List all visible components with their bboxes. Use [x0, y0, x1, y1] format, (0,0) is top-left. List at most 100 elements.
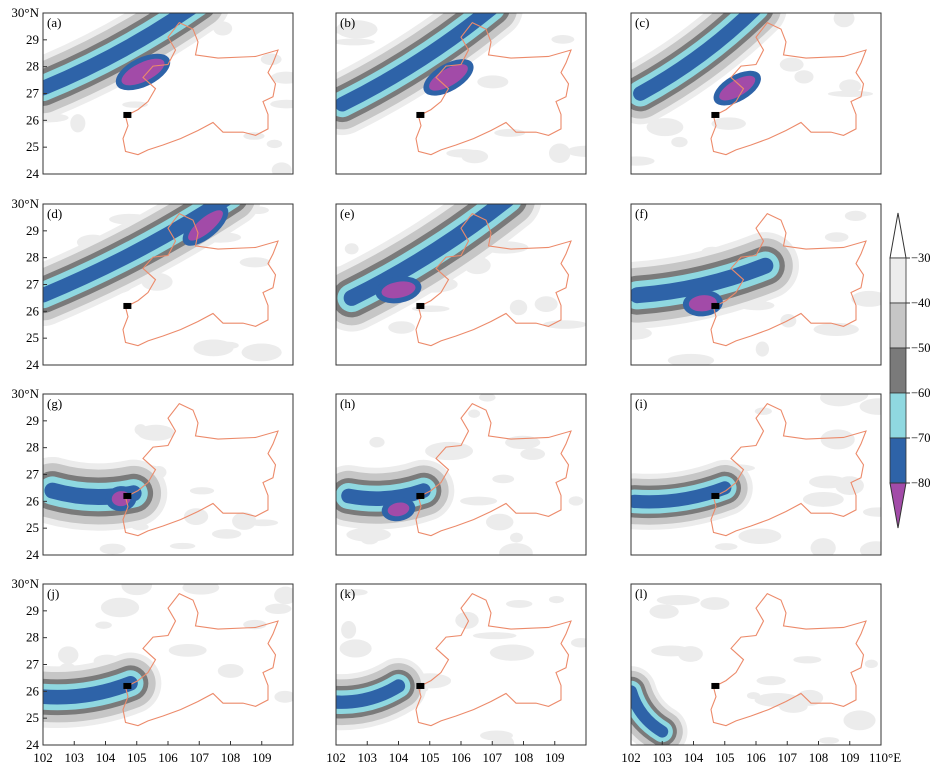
cloud-patch: [756, 676, 786, 686]
panel-label: (b): [340, 15, 355, 30]
panel-j: (j) 24 25 26 27 28 29 30°N 102 103 104 105 106 107 108…: [11, 576, 294, 765]
cloud-patch: [492, 474, 515, 484]
x-tick-label: 103: [358, 750, 378, 765]
cloud-patch: [534, 296, 558, 312]
cloud-band-level-4: [633, 13, 761, 101]
panel-e: (e): [335, 203, 587, 366]
cloud-patch: [566, 145, 586, 157]
panel-label: (h): [340, 396, 355, 411]
x-tick-label: 108: [809, 750, 829, 765]
cloud-patch: [677, 646, 703, 662]
station-marker: [416, 492, 425, 499]
x-tick-label: 107: [190, 750, 210, 765]
colorbar-segment: [889, 257, 907, 304]
colorbar-segment: [889, 347, 907, 394]
colorbar-tick-label: −30: [911, 251, 931, 265]
colorbar-tick-label: −40: [911, 296, 931, 310]
x-tick-label: 105: [127, 750, 147, 765]
cloud-patch: [369, 436, 385, 448]
cloud-patch: [551, 35, 575, 44]
x-tick-label: 106: [746, 750, 766, 765]
panel-label: (d): [47, 206, 62, 221]
cloud-patch: [631, 156, 655, 166]
station-marker: [711, 111, 720, 118]
cloud-patch: [859, 398, 881, 415]
cloud-patch: [833, 13, 855, 28]
y-tick-label: 28: [26, 59, 39, 74]
colorbar-tick-label: −60: [911, 386, 931, 400]
cloud-patch: [468, 409, 481, 418]
x-tick-label: 104: [684, 750, 704, 765]
panel-frame: [335, 393, 587, 556]
cloud-patch: [494, 128, 526, 137]
y-tick-label: 28: [26, 250, 39, 265]
y-tick-label: 27: [26, 277, 40, 292]
cloud-core-purple: [688, 295, 717, 312]
panel-frame: [630, 203, 882, 366]
cloud-patch: [241, 343, 282, 362]
cloud-core-purple: [387, 502, 410, 517]
station-marker: [123, 302, 132, 309]
cloud-patch: [260, 53, 282, 66]
cloud-patch: [631, 326, 652, 340]
panel-label: (l): [635, 586, 647, 601]
cloud-patch: [818, 737, 840, 744]
cloud-patch: [844, 210, 867, 222]
panel-label: (j): [47, 586, 59, 601]
cloud-patch: [388, 321, 415, 334]
colorbar-segment: [889, 392, 907, 439]
y-tick-label: 25: [26, 520, 39, 535]
colorbar-segment: [889, 302, 907, 349]
y-tick-label: 28: [26, 440, 39, 455]
cloud-patch: [336, 25, 375, 35]
cloud-patch: [793, 656, 822, 664]
cloud-patch: [656, 594, 700, 606]
cloud-patch: [193, 339, 234, 357]
cloud-core-purple: [188, 210, 223, 241]
cloud-patch: [755, 341, 770, 357]
panel-b: (b): [335, 12, 587, 175]
cloud-patch: [646, 118, 684, 137]
cloud-patch: [568, 496, 584, 506]
panel-l: (l) 102 103 104 105 106 107 108 109 110°E: [621, 583, 901, 765]
x-tick-label: 105: [420, 750, 440, 765]
cloud-patch: [270, 71, 293, 84]
x-tick-label: 109: [545, 750, 565, 765]
x-tick-label: 107: [483, 750, 503, 765]
cloud-patch: [266, 139, 283, 149]
cloud-patch: [548, 143, 571, 164]
y-tick-label: 25: [26, 710, 39, 725]
x-tick-label: 106: [158, 750, 178, 765]
y-tick-label: 26: [26, 493, 40, 508]
cloud-patch: [794, 70, 814, 84]
panel-label: (f): [635, 206, 648, 221]
cloud-patch: [189, 487, 215, 495]
x-tick-label: 106: [451, 750, 471, 765]
cloud-patch: [183, 508, 209, 525]
cloud-patch: [485, 513, 514, 531]
cloud-patch: [70, 114, 86, 133]
cloud-patch: [460, 496, 498, 506]
panel-f: (f): [630, 203, 882, 366]
y-tick-label: 29: [26, 223, 39, 238]
x-tick-label: 103: [653, 750, 673, 765]
cloud-patch: [265, 603, 292, 615]
cloud-patch: [802, 491, 844, 507]
y-tick-label: 26: [26, 112, 40, 127]
cloud-patch: [505, 599, 533, 608]
cloud-band-level-4: [631, 257, 774, 304]
panel-frame: [335, 12, 587, 175]
y-tick-label: 25: [26, 330, 39, 345]
x-tick-label: 109: [840, 750, 860, 765]
x-tick-label: 110°E: [869, 750, 901, 765]
station-marker: [123, 682, 132, 689]
x-tick-label: 107: [778, 750, 798, 765]
cloud-band-level-4: [631, 481, 732, 509]
y-tick-label: 29: [26, 413, 39, 428]
cloud-patch: [58, 646, 79, 664]
cloud-patch: [754, 407, 772, 415]
cloud-band-level-4: [631, 685, 669, 738]
cloud-patch: [239, 257, 271, 268]
cloud-patch: [820, 394, 858, 407]
